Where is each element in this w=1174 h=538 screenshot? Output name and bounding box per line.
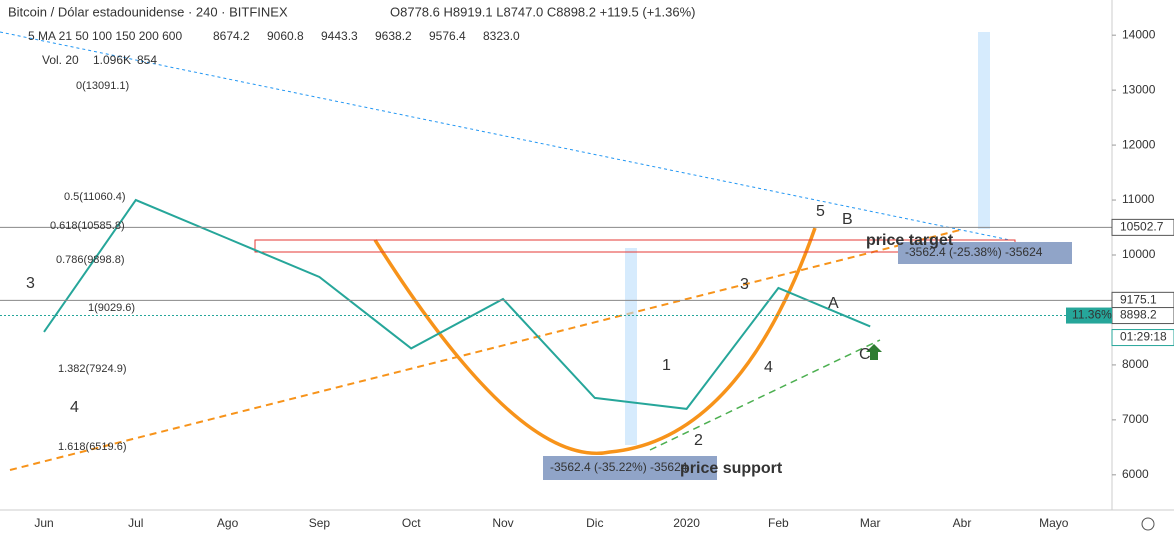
- vol-value: 1.096K: [93, 53, 131, 67]
- x-tick-label: Oct: [402, 516, 421, 530]
- x-tick-label: Jun: [34, 516, 53, 530]
- x-tick-label: 2020: [673, 516, 700, 530]
- fib-label: 1.618(6519.6): [58, 441, 127, 453]
- trend-line: [0, 31, 1011, 241]
- ma-title: 5 MA 21 50 100 150 200 600: [28, 29, 182, 43]
- annotation: B: [842, 211, 853, 228]
- y-tick-label: 6000: [1122, 467, 1149, 481]
- x-tick-label: Dic: [586, 516, 603, 530]
- fib-label: 0.5(11060.4): [64, 191, 126, 203]
- trend-line: [649, 339, 881, 451]
- price-tag-label: 8898.2: [1120, 308, 1157, 322]
- vol-title: Vol. 20: [42, 53, 79, 67]
- ma-value: 9576.4: [429, 29, 466, 43]
- x-tick-label: Ago: [217, 516, 239, 530]
- y-tick-label: 11000: [1122, 192, 1155, 206]
- countdown-label: 01:29:18: [1120, 330, 1167, 344]
- price-line: [43, 198, 871, 410]
- x-tick-label: Mayo: [1039, 516, 1069, 530]
- fib-label: 1.382(7924.9): [58, 363, 127, 375]
- annotation: 2: [694, 432, 703, 449]
- annotation: 1: [662, 357, 671, 374]
- annotation: -3562.4 (-25.38%) -35624: [905, 245, 1043, 259]
- x-tick-label: Sep: [309, 516, 331, 530]
- fib-label: 0.786(9898.8): [56, 254, 125, 266]
- label-box: [898, 242, 1072, 264]
- x-tick-label: Mar: [860, 516, 881, 530]
- symbol: Bitcoin / Dólar estadounidense · 240 · B…: [8, 4, 288, 19]
- y-tick-label: 13000: [1122, 82, 1156, 96]
- price-tag-label: 10502.7: [1120, 220, 1164, 234]
- annotation: 4: [764, 359, 773, 376]
- ma-value: 9638.2: [375, 29, 412, 43]
- x-tick-label: Nov: [492, 516, 513, 530]
- annotation: 4: [70, 399, 79, 416]
- fib-label: 0(13091.1): [76, 80, 129, 92]
- x-tick-label: Jul: [128, 516, 143, 530]
- ma-value: 8674.2: [213, 29, 250, 43]
- ma-value: 9443.3: [321, 29, 358, 43]
- measure-range: [978, 32, 990, 229]
- measure-range: [625, 248, 637, 445]
- price-tag-label: 9175.1: [1120, 293, 1157, 307]
- trend-line: [9, 229, 961, 471]
- annotation: C: [859, 346, 871, 363]
- arrow-icon: [866, 344, 882, 360]
- y-tick-label: 10000: [1122, 247, 1156, 261]
- fib-label: 0.618(10585.8): [50, 220, 125, 232]
- annotation: A: [828, 295, 839, 312]
- y-tick-label: 8000: [1122, 357, 1149, 371]
- change-tag-label: 11.36%: [1072, 308, 1112, 322]
- ma-value: 8323.0: [483, 29, 520, 43]
- ma-value: 9060.8: [267, 29, 304, 43]
- y-tick-label: 7000: [1122, 412, 1149, 426]
- change-tag: [1066, 307, 1112, 324]
- y-tick-label: 12000: [1122, 137, 1156, 151]
- fib-label: 1(9029.6): [88, 302, 135, 314]
- y-tick-label: 14000: [1122, 27, 1156, 41]
- x-tick-label: Abr: [953, 516, 972, 530]
- ohlc: O8778.6 H8919.1 L8747.0 C8898.2 +119.5 (…: [390, 4, 696, 19]
- annotation: 3: [740, 276, 749, 293]
- countdown-tag: [1111, 329, 1174, 347]
- settings-icon[interactable]: [1141, 517, 1155, 531]
- annotation: 3: [26, 275, 35, 292]
- price-tag: [1111, 218, 1174, 236]
- vol-value: 854: [137, 53, 157, 67]
- label-box: [543, 456, 717, 480]
- annotation: price target: [866, 232, 954, 249]
- cup-curve: [373, 227, 817, 455]
- x-tick-label: Feb: [768, 516, 789, 530]
- annotation: price support: [680, 460, 783, 477]
- annotation: 5: [816, 203, 825, 220]
- annotation: -3562.4 (-35.22%) -35624: [550, 460, 688, 474]
